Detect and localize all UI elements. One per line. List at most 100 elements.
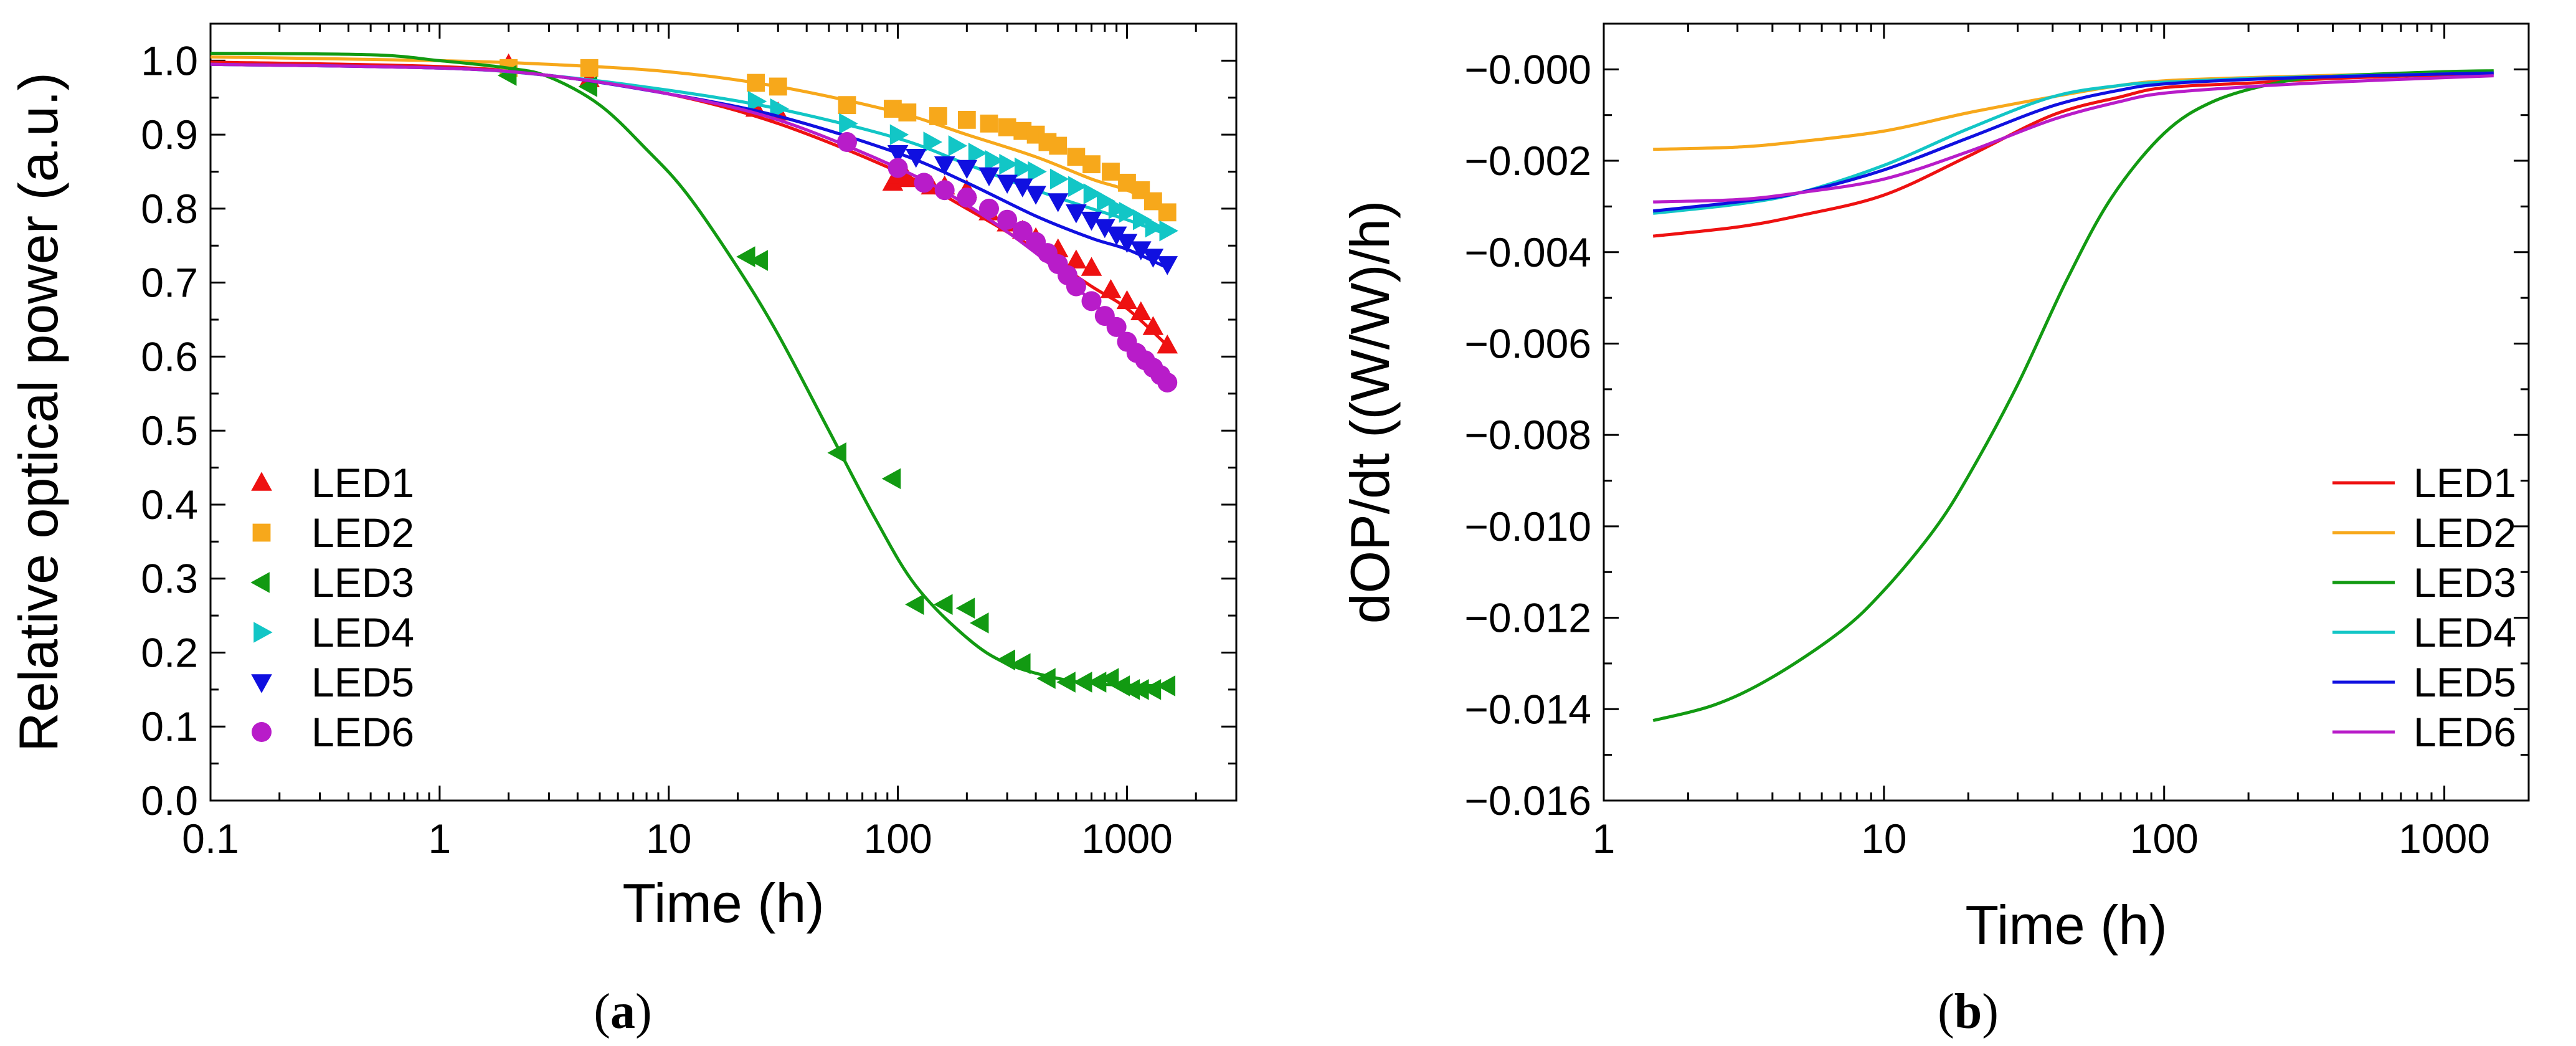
data-point xyxy=(888,158,908,178)
legend-label-led2: LED2 xyxy=(2413,510,2516,556)
data-point xyxy=(1047,193,1069,212)
legend-label-led4: LED4 xyxy=(2413,609,2516,655)
data-point xyxy=(838,96,856,115)
data-point xyxy=(980,114,998,133)
data-point xyxy=(1100,278,1122,298)
data-point xyxy=(1159,220,1178,242)
data-point xyxy=(1067,148,1086,166)
data-point xyxy=(923,131,942,153)
axes-frame: 0.1 1 10 100 10000.00.10.20.30.40.50.60.70.8… xyxy=(7,22,1238,934)
data-point xyxy=(1028,161,1047,183)
series-led3 xyxy=(211,52,1176,700)
y-tick-label: 0.6 xyxy=(141,333,198,379)
data-point xyxy=(955,597,975,619)
x-tick-label: 1000 xyxy=(2398,815,2490,862)
data-point xyxy=(827,442,846,464)
data-point xyxy=(747,74,765,92)
series-line-led3 xyxy=(1652,69,2494,723)
data-point xyxy=(1012,221,1033,241)
data-point xyxy=(1157,256,1178,275)
legend-label-led3: LED3 xyxy=(311,559,414,606)
series-line-led6 xyxy=(1653,74,2494,204)
data-point xyxy=(1145,216,1164,238)
data-point xyxy=(934,594,953,616)
data-point xyxy=(1049,136,1068,155)
data-point xyxy=(580,59,599,77)
data-point xyxy=(1014,157,1034,179)
data-point xyxy=(736,246,755,267)
y-axis-label: Relative optical power (a.u.) xyxy=(7,72,69,752)
data-point xyxy=(1106,226,1127,246)
y-tick-label: −0.002 xyxy=(1464,138,1591,184)
y-tick-label: −0.016 xyxy=(1464,777,1591,824)
data-point xyxy=(998,118,1016,136)
y-tick-label: 0.9 xyxy=(141,112,198,158)
x-tick-label: 10 xyxy=(1861,815,1906,862)
y-tick-label: 0.5 xyxy=(141,407,198,454)
data-point xyxy=(905,148,927,168)
data-point xyxy=(956,159,978,179)
data-point xyxy=(881,468,901,490)
data-point xyxy=(769,77,787,96)
series-led6 xyxy=(211,62,1178,392)
data-point xyxy=(1142,249,1164,268)
series-line-led2 xyxy=(1653,70,2494,151)
x-tick-label: 10 xyxy=(646,815,691,862)
data-point xyxy=(1108,198,1128,219)
data-point xyxy=(1157,335,1178,354)
data-point xyxy=(1081,211,1102,231)
x-tick-label: 1 xyxy=(429,815,452,862)
data-point xyxy=(997,174,1018,194)
data-point xyxy=(970,612,989,634)
data-point xyxy=(1011,178,1033,197)
data-point xyxy=(1156,675,1176,697)
data-point xyxy=(1116,234,1138,253)
data-point xyxy=(905,594,924,616)
data-point xyxy=(1049,168,1069,190)
data-point xyxy=(997,209,1018,230)
data-point xyxy=(1083,183,1103,204)
data-point xyxy=(948,135,968,156)
legend-marker-led4 xyxy=(253,622,273,643)
panel-a-chart: 0.1 1 10 100 10000.00.10.20.30.40.50.60.70.8… xyxy=(7,22,1238,934)
data-point xyxy=(1157,372,1178,392)
y-tick-label: 0.4 xyxy=(141,482,198,528)
plot-frame xyxy=(1603,22,2530,802)
panel-a-caption: (a) xyxy=(594,984,651,1039)
y-tick-label: 0.0 xyxy=(141,777,198,824)
data-point xyxy=(747,90,767,112)
data-point xyxy=(1102,163,1120,181)
panel-b-chart: 1 10 100 1000 −0.000 −0.002 −0.004 −0.006 −0.008… xyxy=(1339,22,2530,956)
y-tick-label: 0.7 xyxy=(141,260,198,306)
data-point xyxy=(1087,672,1107,693)
data-point xyxy=(1056,672,1076,693)
data-point xyxy=(1158,203,1177,222)
data-point xyxy=(1068,176,1087,197)
data-point xyxy=(1011,653,1031,675)
plot-frame xyxy=(209,22,1238,802)
legend-marker-led1 xyxy=(251,472,272,491)
data-point xyxy=(1081,257,1102,276)
data-point xyxy=(1025,186,1046,205)
x-tick-label: 100 xyxy=(864,815,932,862)
data-point xyxy=(1081,291,1102,311)
y-tick-label: 0.2 xyxy=(141,629,198,675)
legend-marker-led2 xyxy=(252,523,271,542)
legend-label-led1: LED1 xyxy=(2413,460,2516,506)
data-point xyxy=(1073,672,1092,693)
legend-marker-led3 xyxy=(250,572,270,593)
data-point xyxy=(957,188,977,208)
data-point xyxy=(1097,191,1116,212)
x-axis-label: Time (h) xyxy=(1965,894,2167,956)
data-point xyxy=(1082,155,1101,174)
data-point xyxy=(1130,241,1152,260)
data-point xyxy=(839,113,858,135)
axes-frame: 1 10 100 1000 −0.000 −0.002 −0.004 −0.006 −0.008… xyxy=(1339,22,2530,956)
legend-label-led4: LED4 xyxy=(311,609,414,655)
data-point xyxy=(1130,679,1149,700)
data-point xyxy=(1066,276,1086,297)
data-point xyxy=(1116,290,1138,310)
legend-label-led2: LED2 xyxy=(311,510,414,556)
